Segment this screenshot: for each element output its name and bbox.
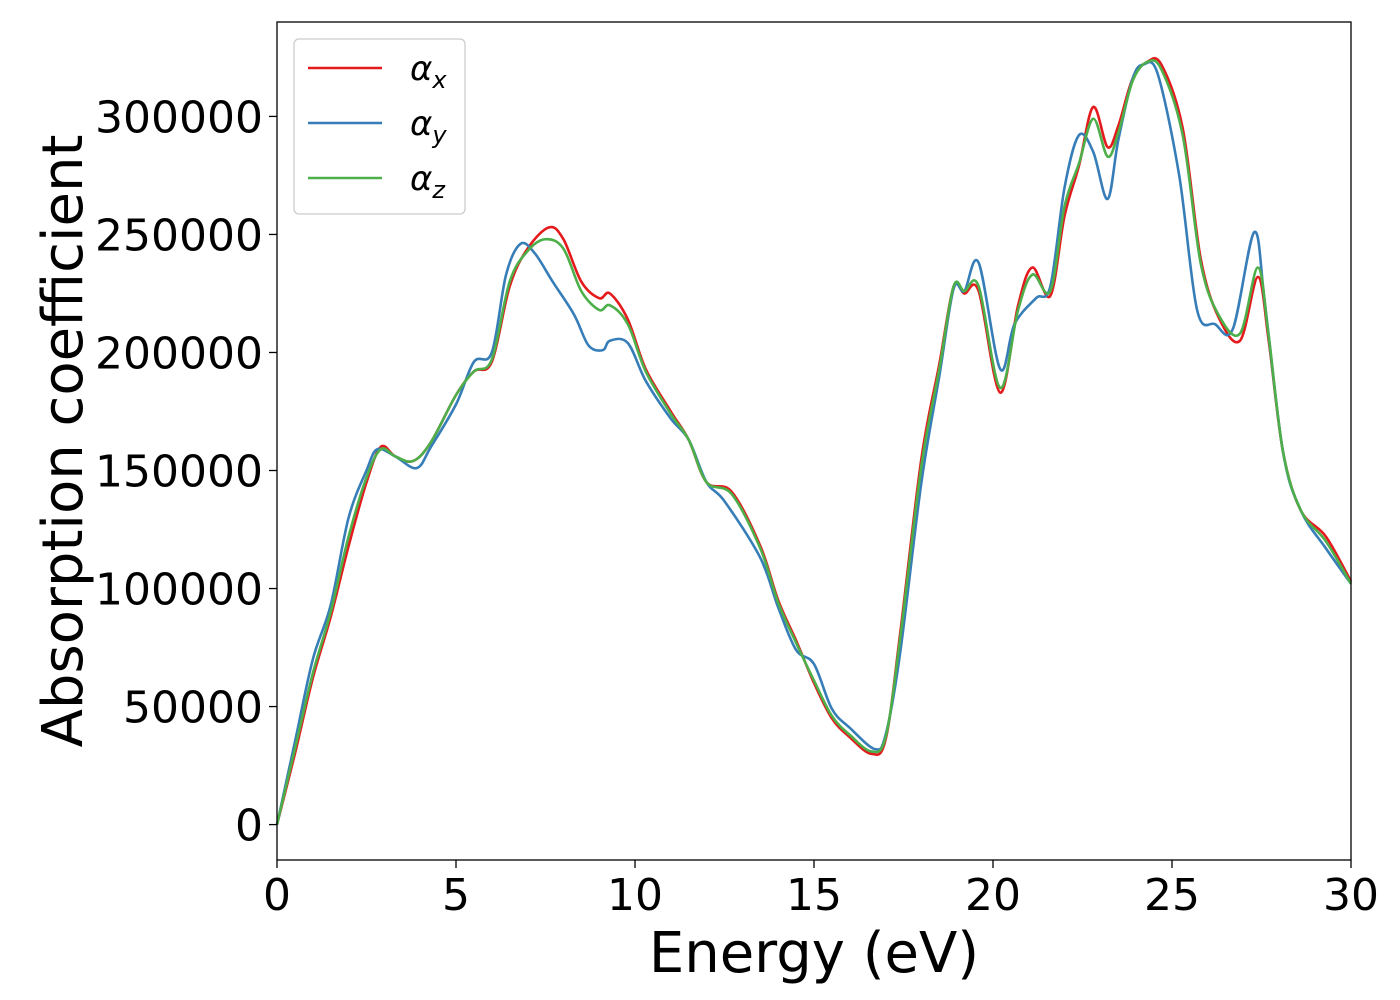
y-tick-label: 200000 (95, 328, 263, 379)
series-line-z (275, 58, 1353, 825)
y-tick-label: 100000 (95, 565, 263, 616)
y-tick-label: 300000 (95, 92, 263, 143)
y-tick-label: 150000 (95, 447, 263, 498)
legend-label-x: αx (410, 49, 447, 94)
legend-label-y: αy (410, 104, 447, 149)
x-axis-title: Energy (eV) (649, 921, 979, 986)
series-layer (275, 57, 1353, 825)
axes-layer: 0 5 10 15 20 25 30 0 50000 100000 150000 200000 2500… (95, 21, 1379, 921)
y-tick-label: 250000 (95, 210, 263, 261)
x-tick-label: 25 (1144, 870, 1200, 921)
y-axis-title: Absorption coefficient (31, 135, 96, 748)
legend-box (293, 38, 466, 215)
x-tick-label: 15 (786, 870, 842, 921)
x-tick-label: 0 (263, 870, 291, 921)
y-tick-label: 0 (235, 801, 263, 852)
x-tick-label: 5 (442, 870, 470, 921)
x-tick-label: 30 (1323, 870, 1379, 921)
x-tick-label: 10 (607, 870, 663, 921)
legend-label-z: αz (410, 159, 446, 204)
x-tick-label: 20 (965, 870, 1021, 921)
y-tick-label: 50000 (123, 683, 263, 734)
legend: αx αy αz (293, 38, 466, 215)
